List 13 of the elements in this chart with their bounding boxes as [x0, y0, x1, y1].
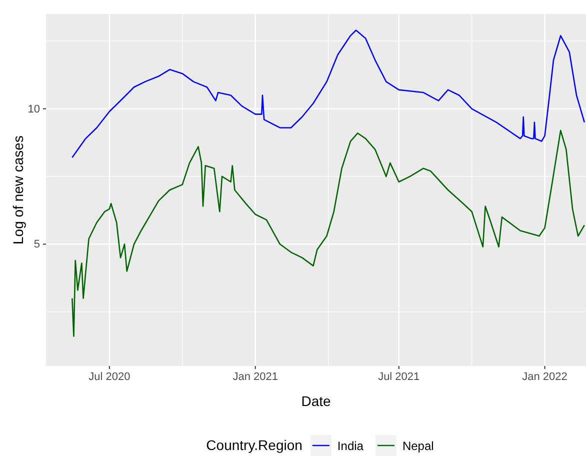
x-axis-title: Date — [301, 393, 331, 409]
y-axis-title: Log of new cases — [10, 136, 26, 244]
x-tick-label: Jul 2021 — [378, 370, 420, 383]
x-tick-label: Jan 2022 — [522, 370, 568, 383]
line-series — [72, 130, 586, 337]
legend-label: Nepal — [402, 439, 434, 453]
legend-label: India — [337, 439, 364, 453]
y-tick-label: 5 — [34, 238, 40, 251]
legend-title: Country.Region — [206, 437, 302, 453]
y-tick-label: 10 — [28, 103, 40, 116]
x-tick-label: Jul 2020 — [88, 370, 130, 383]
line-series — [72, 30, 586, 158]
x-tick-label: Jan 2021 — [232, 370, 278, 383]
